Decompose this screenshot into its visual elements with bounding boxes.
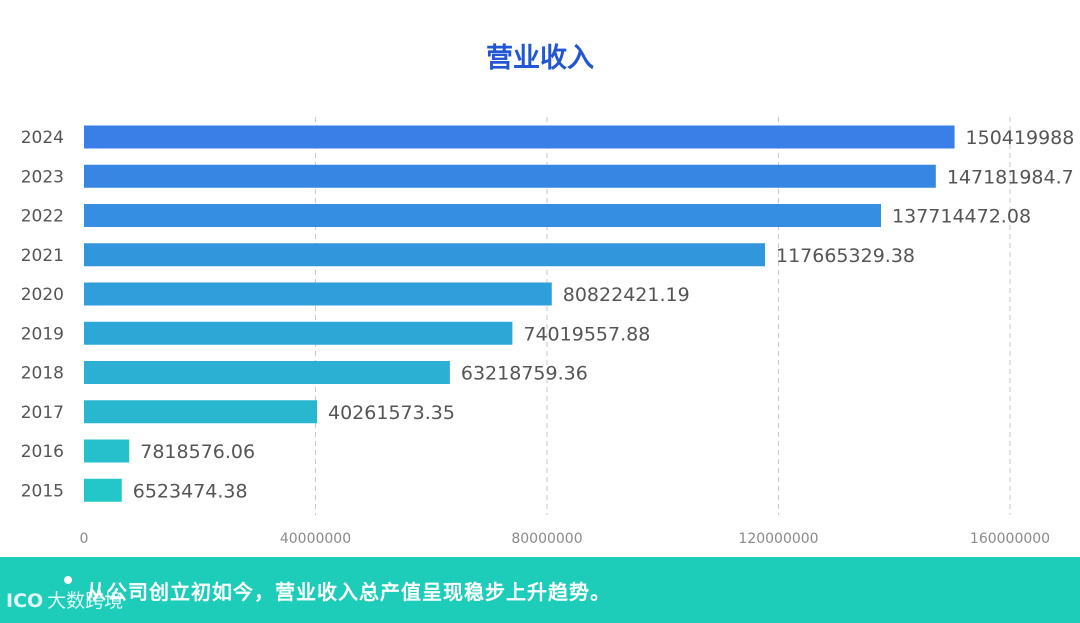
footer-text: 从公司创立初如今，营业收入总产值呈现稳步上升趋势。 [86,580,611,604]
watermark: ICO 大数跨境 [6,586,123,613]
data-label: 7818576.06 [140,441,255,463]
y-tick-label: 2020 [21,285,64,305]
y-tick-label: 2018 [21,364,64,384]
watermark-logo: ICO [6,590,44,612]
bar-2021 [84,243,765,267]
y-tick-label: 2023 [21,167,64,187]
y-tick-label: 2015 [21,481,64,501]
data-label: 74019557.88 [523,323,650,345]
bullet-icon [64,576,72,584]
data-label: 80822421.19 [563,284,690,306]
watermark-text: 大数跨境 [47,590,124,612]
y-tick-label: 2017 [21,403,64,423]
y-tick-label: 2016 [21,442,64,462]
bar-2022 [84,204,882,227]
x-tick-label: 80000000 [511,531,582,547]
bar-2015 [84,478,122,502]
bar-2023 [84,164,936,188]
bar-2017 [84,400,318,424]
x-tick-label: 120000000 [738,531,818,547]
data-label: 6523474.38 [133,480,248,502]
x-tick-label: 0 [80,531,89,547]
bar-2018 [84,361,450,384]
y-tick-label: 2021 [21,246,64,266]
x-tick-label: 40000000 [280,531,351,547]
footer-banner: 从公司创立初如今，营业收入总产值呈现稳步上升趋势。 [0,557,1080,623]
data-label: 117665329.38 [776,245,915,267]
data-label: 150419988 [966,127,1075,149]
y-tick-label: 2019 [21,324,64,344]
x-tick-label: 160000000 [970,531,1050,547]
bar-2020 [84,282,552,306]
data-label: 40261573.35 [328,402,455,424]
data-label: 137714472.08 [892,206,1031,228]
y-tick-label: 2024 [21,128,64,148]
bar-2019 [84,321,513,345]
chart-title: 营业收入 [486,43,594,74]
bar-2016 [84,439,130,463]
y-tick-label: 2022 [21,207,64,227]
data-label: 147181984.7 [947,166,1074,188]
bar-2024 [84,125,955,149]
data-label: 63218759.36 [461,363,588,385]
